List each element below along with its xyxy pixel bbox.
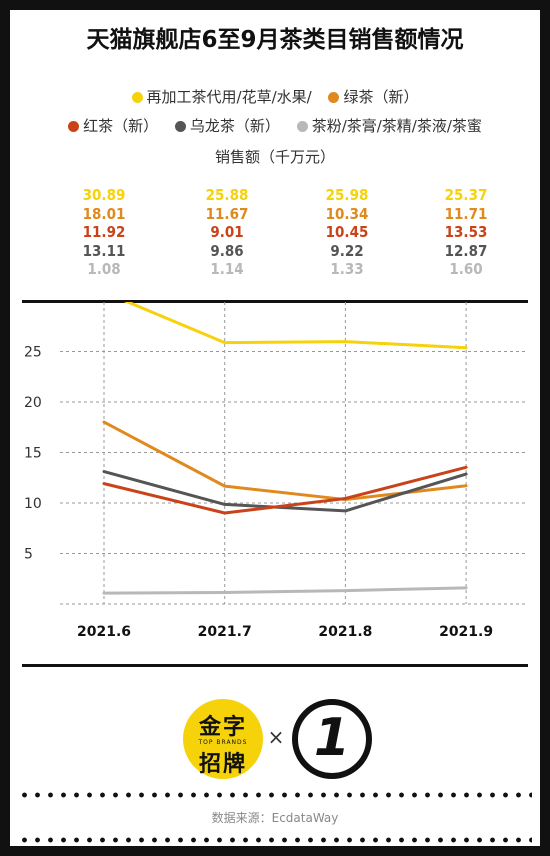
dots-divider xyxy=(18,837,532,843)
legend-label: 乌龙茶（新） xyxy=(189,117,280,135)
legend-item: 绿茶（新） xyxy=(328,86,418,107)
legend-row-1: 再加工茶代用/花草/水果/ 绿茶（新） xyxy=(0,86,550,107)
legend-dot xyxy=(174,121,186,132)
legend-dot xyxy=(68,121,80,132)
y-tick-label: 25 xyxy=(24,345,42,361)
value-label: 25.37 xyxy=(444,186,488,204)
brand-logo: 金字 TOP BRANDS 招牌 xyxy=(183,699,263,779)
legend-label: 茶粉/茶膏/茶精/茶液/茶蜜 xyxy=(311,117,482,135)
legend-item: 红茶（新） xyxy=(68,115,158,136)
legend-label: 再加工茶代用/花草/水果/ xyxy=(146,88,312,106)
value-label: 12.87 xyxy=(444,241,488,260)
value-label: 30.89 xyxy=(82,186,126,204)
value-column: 25.37 11.71 13.53 12.87 1.60 xyxy=(431,186,501,279)
series-line xyxy=(102,420,468,502)
value-label: 1.33 xyxy=(330,260,364,278)
legend-row-2: 红茶（新） 乌龙茶（新） 茶粉/茶膏/茶精/茶液/茶蜜 xyxy=(0,115,550,136)
x-tick-label: 2021.6 xyxy=(77,624,131,640)
legend-label: 绿茶（新） xyxy=(343,88,419,106)
value-column: 30.89 18.01 11.92 13.11 1.08 xyxy=(69,186,139,279)
series-line xyxy=(102,470,468,513)
y-tick-label: 20 xyxy=(24,395,42,411)
value-label: 13.53 xyxy=(444,223,488,241)
logo-area: 金字 TOP BRANDS 招牌 × 1 xyxy=(0,697,550,787)
series-line xyxy=(102,465,468,515)
value-label: 10.45 xyxy=(325,223,369,241)
value-label: 18.01 xyxy=(82,204,126,223)
value-label: 9.86 xyxy=(210,241,244,260)
x-tick-label: 2021.8 xyxy=(318,624,372,640)
value-column: 25.88 11.67 9.01 9.86 1.14 xyxy=(192,186,262,279)
value-label: 9.01 xyxy=(210,223,244,241)
value-label: 11.71 xyxy=(444,204,488,223)
series-line xyxy=(123,302,468,350)
times-sign: × xyxy=(267,725,285,749)
brand-logo-subtitle: TOP BRANDS xyxy=(198,739,248,746)
legend-dot xyxy=(296,121,308,132)
value-column: 25.98 10.34 10.45 9.22 1.33 xyxy=(312,186,382,279)
value-label: 25.98 xyxy=(325,186,369,204)
value-label: 25.88 xyxy=(205,186,249,204)
dots-divider xyxy=(18,792,532,798)
value-label: 9.22 xyxy=(330,241,364,260)
source-note: 数据来源：EcdataWay xyxy=(211,811,339,825)
y-tick-label: 5 xyxy=(24,547,33,563)
x-tick-label: 2021.9 xyxy=(439,624,493,640)
value-label: 11.92 xyxy=(82,223,126,241)
value-label: 1.08 xyxy=(87,260,121,278)
legend-item: 再加工茶代用/花草/水果/ xyxy=(131,86,312,107)
legend-dot xyxy=(328,92,340,103)
value-label: 10.34 xyxy=(325,204,369,223)
series-line xyxy=(102,586,468,595)
value-label: 1.14 xyxy=(210,260,244,278)
chart-top-rule xyxy=(22,300,528,303)
value-label: 1.60 xyxy=(449,260,483,278)
value-label: 11.67 xyxy=(205,204,249,223)
unit-label: 销售额（千万元） xyxy=(214,148,335,166)
chart-title: 天猫旗舰店6至9月茶类目销售额情况 xyxy=(86,27,464,53)
legend-item: 乌龙茶（新） xyxy=(174,115,280,136)
line-chart: 5 10 15 20 25 2021.6 2021.7 2021.8 2021.9 xyxy=(24,302,528,640)
legend-dot xyxy=(131,92,143,103)
y-tick-label: 10 xyxy=(24,496,42,512)
legend-item: 茶粉/茶膏/茶精/茶液/茶蜜 xyxy=(296,115,482,136)
chart-bottom-rule xyxy=(22,664,528,667)
brand-logo-line2: 招牌 xyxy=(198,752,247,777)
brand-logo-line1: 金字 xyxy=(198,715,247,740)
legend-label: 红茶（新） xyxy=(83,117,159,135)
x-tick-label: 2021.7 xyxy=(198,624,252,640)
y-tick-label: 15 xyxy=(24,446,42,462)
value-label: 13.11 xyxy=(82,241,126,260)
partner-logo: 1 xyxy=(292,699,372,779)
